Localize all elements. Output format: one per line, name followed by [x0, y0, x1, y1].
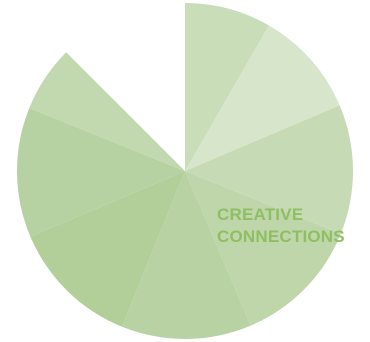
annotation-group: CREATIVE CONNECTIONS [217, 205, 345, 246]
pie-slice-5 [122, 171, 251, 339]
pie-slices [17, 3, 353, 339]
pie-slice-2 [185, 25, 340, 171]
annotation-line-2: CONNECTIONS [217, 227, 345, 246]
pie-slice-1 [185, 3, 269, 171]
pie-slice-8 [29, 52, 186, 171]
pie-slice-6 [30, 171, 186, 327]
pie-slice-3 [185, 105, 353, 234]
annotation-line-1: CREATIVE [217, 205, 303, 224]
pie-slice-4 [185, 171, 341, 326]
pie-slice-7 [17, 108, 185, 237]
